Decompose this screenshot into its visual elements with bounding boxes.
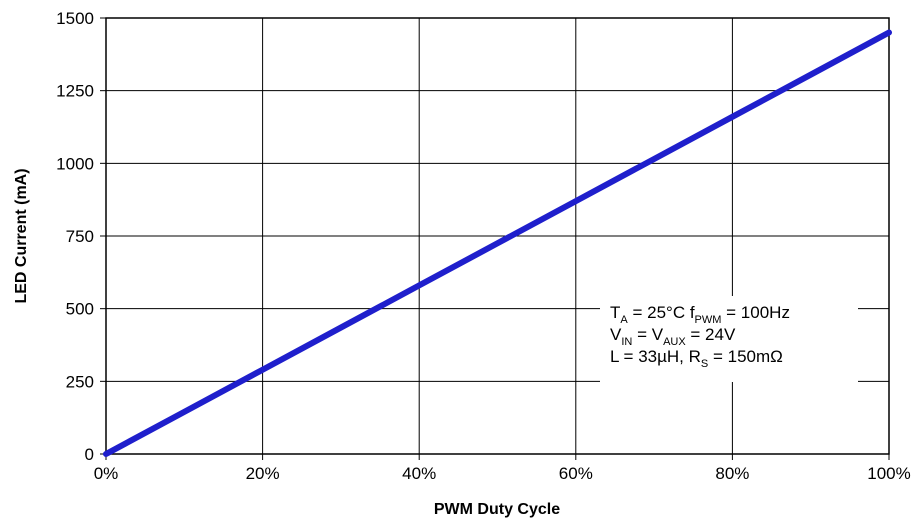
x-tick-label: 80% <box>715 464 749 483</box>
y-axis-title: LED Current (mA) <box>13 168 30 303</box>
y-tick-label: 0 <box>85 445 94 464</box>
y-tick-label: 750 <box>66 227 94 246</box>
y-axis-ticks: 0 250 500 750 1000 1250 1500 <box>56 9 106 464</box>
y-tick-label: 1250 <box>56 82 94 101</box>
y-tick-label: 500 <box>66 300 94 319</box>
x-axis-title: PWM Duty Cycle <box>434 501 560 518</box>
x-tick-label: 0% <box>94 464 119 483</box>
x-tick-label: 40% <box>402 464 436 483</box>
y-tick-label: 250 <box>66 372 94 391</box>
annotation-box: TA = 25°C fPWM = 100Hz VIN = VAUX = 24V … <box>600 296 858 382</box>
x-tick-label: 100% <box>867 464 910 483</box>
annotation-background <box>600 296 858 382</box>
x-axis-ticks: 0% 20% 40% 60% 80% 100% <box>94 454 911 483</box>
y-tick-label: 1000 <box>56 154 94 173</box>
annotation-line-2: VIN = VAUX = 24V <box>610 325 736 348</box>
series-line-1 <box>103 29 892 457</box>
annotation-line-3: L = 33µH, RS = 150mΩ <box>610 347 783 370</box>
series-layer <box>103 29 892 457</box>
x-tick-label: 20% <box>246 464 280 483</box>
annotation-line-1: TA = 25°C fPWM = 100Hz <box>610 303 790 326</box>
y-tick-label: 1500 <box>56 9 94 28</box>
x-tick-label: 60% <box>559 464 593 483</box>
